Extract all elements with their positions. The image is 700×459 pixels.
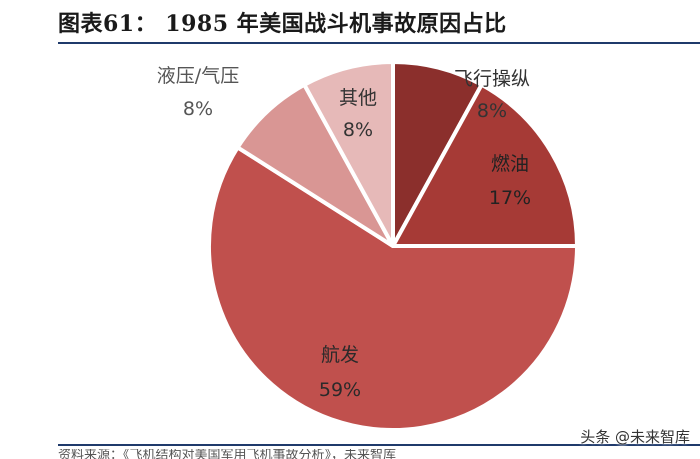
- pie-labels: 飞行操纵 8% 燃油 17% 航发 59% 液压/气压 8% 其他 8%: [157, 65, 531, 401]
- slice-name-label: 航发: [321, 344, 359, 366]
- slice-name-label: 飞行操纵: [454, 68, 530, 90]
- watermark-text: 头条 @未来智库: [580, 428, 690, 446]
- slice-value-label: 8%: [477, 100, 507, 122]
- pie-slice-2: [391, 82, 579, 248]
- slice-value-label: 17%: [489, 187, 531, 209]
- title-bar: 图表61： 1985 年美国战斗机事故原因占比: [0, 0, 700, 44]
- source-note: 资料来源：《飞机结构对美国军用飞机事故分析》，未来智库: [58, 449, 397, 459]
- pie-slice-3: [207, 145, 579, 432]
- pie-slice-5: [302, 60, 395, 248]
- slice-name-label: 燃油: [491, 153, 529, 175]
- slice-value-label: 59%: [319, 379, 361, 401]
- slice-value-label: 8%: [183, 98, 213, 120]
- bottom-divider: [58, 444, 700, 446]
- title-divider: [58, 42, 700, 44]
- slice-name-label: 其他: [339, 87, 377, 109]
- pie-slices: [207, 60, 579, 432]
- slice-name-label: 液压/气压: [157, 65, 239, 87]
- slice-value-label: 8%: [343, 119, 373, 141]
- chart-title: 图表61： 1985 年美国战斗机事故原因占比: [58, 11, 507, 37]
